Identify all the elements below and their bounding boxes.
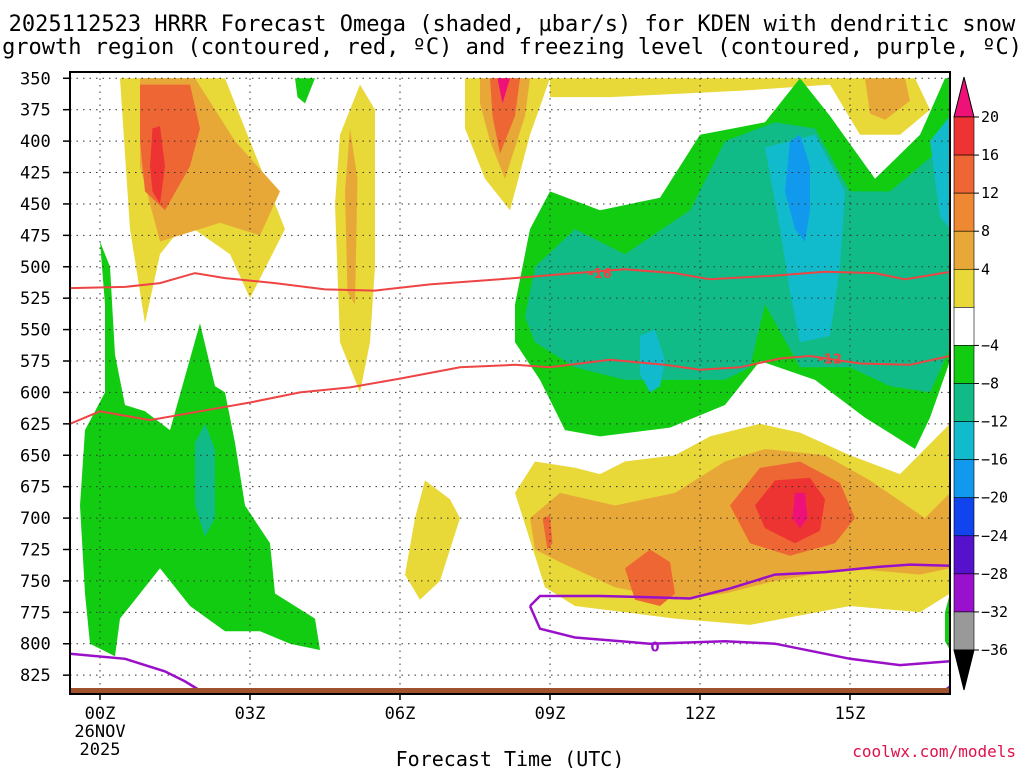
dgz-contour-0 [70, 268, 950, 292]
colorbar-bin-9 [953, 421, 975, 460]
colorbar-bin-7 [953, 345, 975, 384]
colorbar-label-1: 16 [981, 146, 999, 164]
x-axis-label: Forecast Time (UTC) [396, 747, 625, 768]
plot-area [70, 72, 950, 694]
y-tick-label-700: 700 [20, 509, 51, 529]
dgz-contours [70, 268, 950, 425]
colorbar-bin-5 [953, 268, 975, 308]
dgz-contour-1 [70, 354, 950, 425]
omega-region-green-0400z-top [295, 78, 315, 104]
dgz-contour-label-1: -12 [818, 352, 842, 367]
colorbar-bin-1 [953, 116, 975, 156]
y-tick-label-525: 525 [20, 289, 51, 309]
colorbar-bin-6 [953, 307, 975, 346]
colorbar-label-9: −20 [981, 489, 1008, 507]
freezing-contours [70, 563, 950, 692]
omega-region-gold-0500z-column [345, 128, 358, 305]
colorbar-bin-12 [953, 535, 975, 575]
terrain-strip [70, 688, 950, 694]
colorbar-top-triangle [953, 76, 975, 118]
x-tick-date: 26NOV [74, 722, 125, 742]
contour-labels: -16 -12 0 [588, 267, 842, 655]
chart-title-line2: growth region (contoured, red, ºC) and f… [2, 35, 1022, 60]
colorbar-bin-14 [953, 611, 975, 651]
plot-frame [69, 71, 951, 695]
colorbar-label-7: −12 [981, 413, 1008, 431]
omega-region-orange-0800z-top [490, 78, 520, 154]
omega-region-magenta-0800z-top [497, 78, 510, 104]
colorbar-bin-4 [953, 230, 975, 270]
colorbar-bin-2 [953, 154, 975, 194]
colorbar-label-2: 12 [981, 184, 999, 202]
y-tick-label-425: 425 [20, 164, 51, 184]
freezing-contour-label-0: 0 [650, 640, 659, 655]
omega-region-blue-1400z-upper [785, 134, 810, 242]
omega-region-teal-0200z-lower [195, 423, 215, 537]
freezing-contour-1 [528, 605, 950, 667]
x-tick-label-00Z: 00Z [85, 704, 116, 724]
x-tick-label-12Z: 12Z [685, 704, 716, 724]
omega-region-cyan-1100z-mid [640, 329, 665, 393]
colorbar-label-11: −28 [981, 565, 1008, 583]
x-tick-label-06Z: 06Z [385, 704, 416, 724]
omega-region-orange-lower-right [625, 549, 675, 606]
colorbar-label-13: −36 [981, 641, 1008, 659]
y-axis: 350 375 400 425 450 475 500 525 550 575 600 625 650 6… [20, 69, 70, 686]
y-tick-label-750: 750 [20, 572, 51, 592]
x-tick-year: 2025 [80, 740, 121, 760]
colorbar-bin-10 [953, 459, 975, 499]
omega-region-teal-upper-right [525, 122, 950, 393]
credit-text: coolwx.com/models [852, 742, 1016, 761]
colorbar-bin-8 [953, 383, 975, 422]
omega-region-red-0100z-upper [150, 126, 165, 204]
colorbar-bin-11 [953, 497, 975, 537]
omega-region-yellow-1500z-top [550, 78, 930, 135]
colorbar-bin-3 [953, 192, 975, 232]
colorbar-bin-13 [953, 573, 975, 613]
chart-title-line1: 2025112523 HRRR Forecast Omega (shaded, … [9, 12, 1016, 37]
colorbar: 20 16 12 8 4 −4 −8 −12 −16 −20 −24 −28 −32 −36 [953, 76, 1008, 691]
omega-region-red-1330z-lower [755, 477, 825, 544]
colorbar-label-3: 8 [981, 222, 990, 240]
y-tick-label-800: 800 [20, 635, 51, 655]
y-tick-label-825: 825 [20, 666, 51, 686]
colorbar-label-12: −32 [981, 603, 1008, 621]
y-tick-label-400: 400 [20, 132, 51, 152]
colorbar-label-8: −16 [981, 451, 1008, 469]
colorbar-label-0: 20 [981, 108, 999, 126]
y-tick-label-650: 650 [20, 446, 51, 466]
y-tick-label-775: 775 [20, 603, 51, 623]
x-tick-label-09Z: 09Z [535, 704, 566, 724]
omega-shading [80, 78, 950, 657]
y-tick-label-675: 675 [20, 478, 51, 498]
colorbar-bottom-triangle [953, 649, 975, 691]
y-tick-label-475: 475 [20, 226, 51, 246]
colorbar-label-10: −24 [981, 527, 1008, 545]
colorbar-label-5: −4 [981, 336, 999, 354]
y-tick-label-500: 500 [20, 258, 51, 278]
colorbar-label-4: 4 [981, 260, 990, 278]
y-tick-label-350: 350 [20, 69, 51, 89]
freezing-contour-2 [70, 652, 199, 691]
omega-region-yellow-0630z-lower [405, 480, 460, 600]
colorbar-label-6: −8 [981, 375, 999, 393]
y-tick-label-625: 625 [20, 415, 51, 435]
y-tick-label-450: 450 [20, 195, 51, 215]
y-tick-label-550: 550 [20, 321, 51, 341]
omega-region-green-right-edge-low [945, 593, 950, 650]
y-tick-label-575: 575 [20, 352, 51, 372]
x-tick-label-03Z: 03Z [235, 704, 266, 724]
y-tick-label-600: 600 [20, 383, 51, 403]
y-tick-label-725: 725 [20, 540, 51, 560]
omega-region-magenta-1400z-lower [792, 492, 808, 529]
omega-region-cyan-right-edge [930, 116, 950, 230]
freezing-contour-0 [529, 563, 950, 607]
x-tick-label-15Z: 15Z [835, 704, 866, 724]
dgz-contour-label-0: -16 [588, 267, 612, 282]
y-tick-label-375: 375 [20, 101, 51, 121]
